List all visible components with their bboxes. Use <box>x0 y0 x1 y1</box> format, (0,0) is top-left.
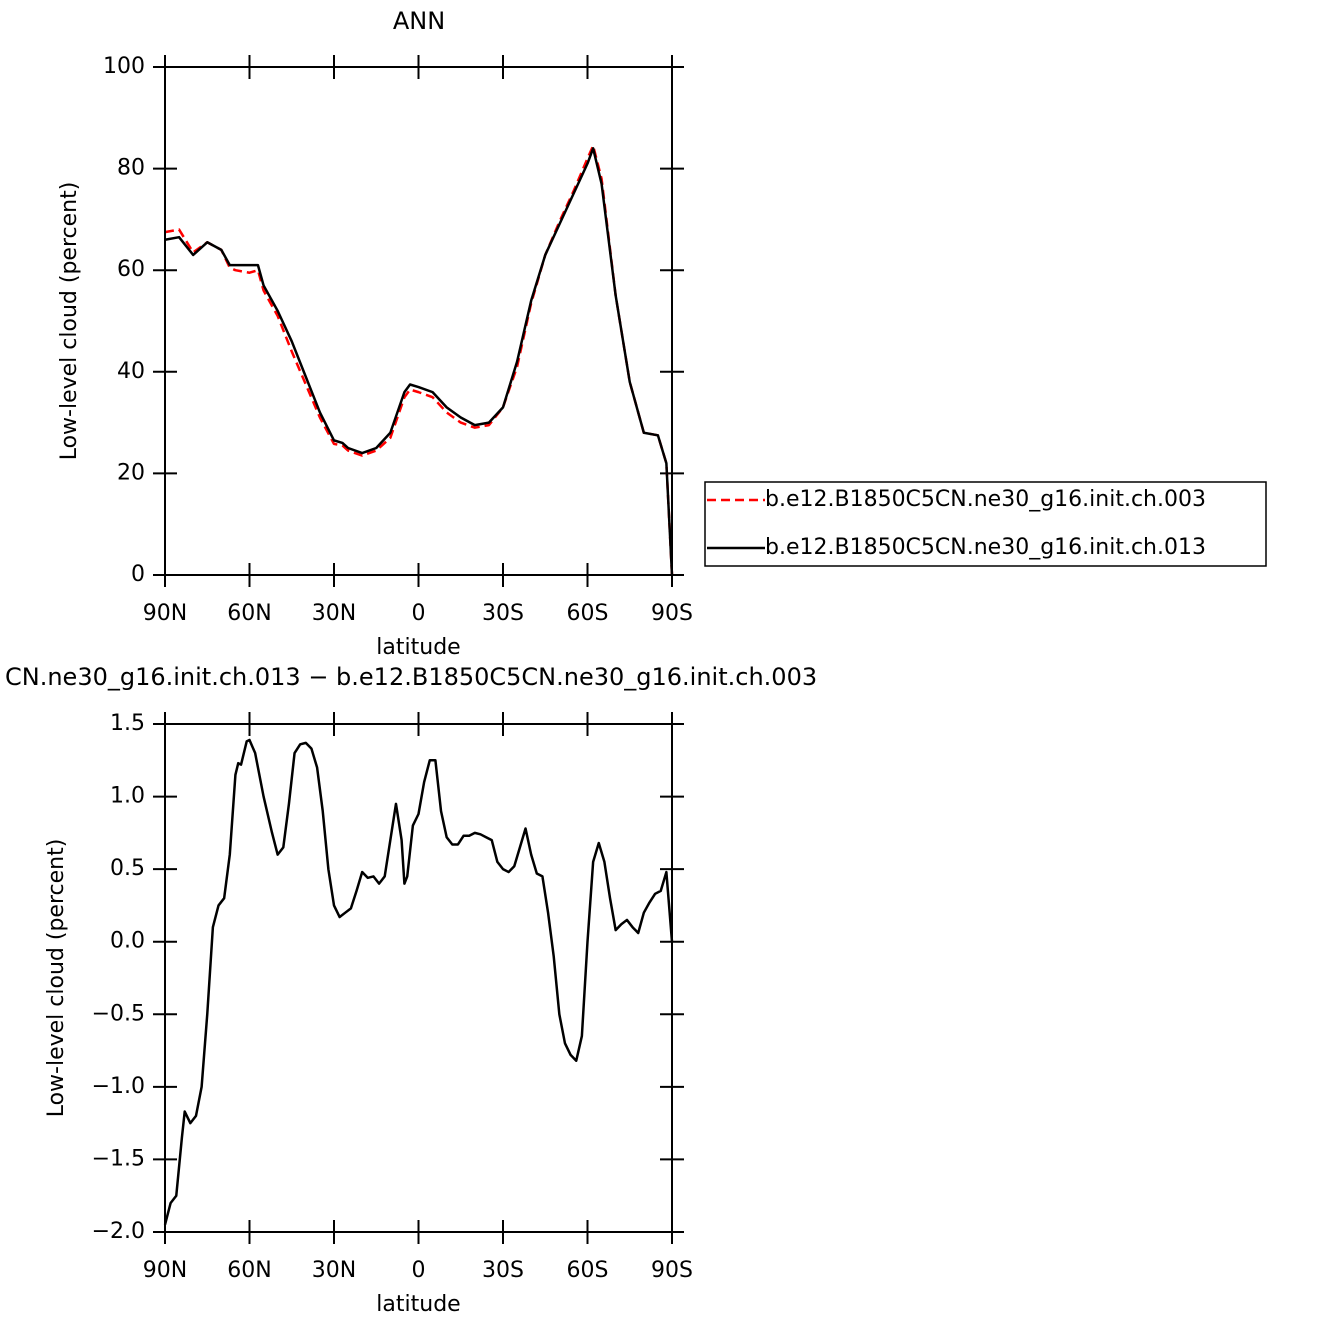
series-line <box>164 147 674 576</box>
plot-frame <box>164 723 673 1233</box>
y-tick-label: −1.0 <box>92 1074 145 1099</box>
y-tick-label: 1.5 <box>110 711 145 736</box>
x-tick-label: 90S <box>651 601 693 626</box>
x-tick-label: 30N <box>312 601 356 626</box>
x-tick-label: 30S <box>482 601 524 626</box>
y-tick-label: 0 <box>131 562 145 587</box>
chart-title: ANN <box>393 7 445 35</box>
x-tick-label: 90N <box>143 1258 187 1283</box>
x-axis-label: latitude <box>376 1292 460 1317</box>
y-tick-label: −1.5 <box>92 1146 145 1171</box>
plot-frame <box>164 66 673 576</box>
y-tick-label: 100 <box>103 54 145 79</box>
legend-label: b.e12.B1850C5CN.ne30_g16.init.ch.003 <box>765 487 1206 512</box>
y-axis-label: Low-level cloud (percent) <box>57 182 82 461</box>
x-tick-label: 60S <box>567 601 609 626</box>
series-line <box>164 144 674 576</box>
y-tick-label: 60 <box>117 257 145 282</box>
x-tick-label: 90S <box>651 1258 693 1283</box>
legend-label: b.e12.B1850C5CN.ne30_g16.init.ch.013 <box>765 535 1206 560</box>
x-tick-label: 0 <box>412 1258 426 1283</box>
x-tick-label: 90N <box>143 601 187 626</box>
series-line <box>163 738 674 1226</box>
x-tick-label: 60S <box>567 1258 609 1283</box>
x-tick-label: 60N <box>227 1258 271 1283</box>
y-tick-label: 0.5 <box>110 856 145 881</box>
y-axis-label: Low-level cloud (percent) <box>44 839 69 1118</box>
y-tick-label: 20 <box>117 460 145 485</box>
x-tick-label: 30N <box>312 1258 356 1283</box>
y-tick-label: −0.5 <box>92 1001 145 1026</box>
y-tick-label: 40 <box>117 359 145 384</box>
y-tick-label: 80 <box>117 156 145 181</box>
legend-box <box>704 481 1267 567</box>
y-tick-label: −2.0 <box>92 1219 145 1244</box>
chart-title: CN.ne30_g16.init.ch.013 − b.e12.B1850C5C… <box>5 663 817 691</box>
x-axis-label: latitude <box>376 635 460 660</box>
y-tick-label: 1.0 <box>110 784 145 809</box>
x-tick-label: 0 <box>412 601 426 626</box>
y-tick-label: 0.0 <box>110 929 145 954</box>
x-tick-label: 30S <box>482 1258 524 1283</box>
x-tick-label: 60N <box>227 601 271 626</box>
